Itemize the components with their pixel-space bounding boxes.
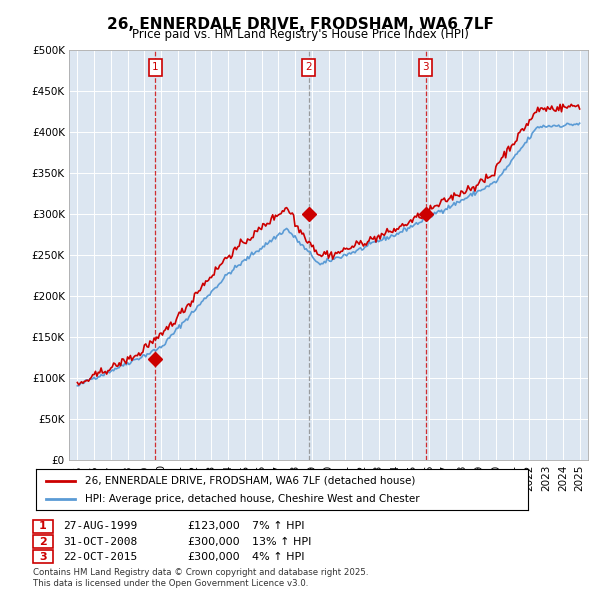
Text: 1: 1 — [39, 522, 47, 531]
Text: 22-OCT-2015: 22-OCT-2015 — [63, 552, 137, 562]
Text: 1: 1 — [152, 63, 158, 73]
Text: 27-AUG-1999: 27-AUG-1999 — [63, 522, 137, 531]
Text: 2: 2 — [39, 537, 47, 546]
Text: 4% ↑ HPI: 4% ↑ HPI — [252, 552, 305, 562]
Text: Price paid vs. HM Land Registry's House Price Index (HPI): Price paid vs. HM Land Registry's House … — [131, 28, 469, 41]
Text: 3: 3 — [422, 63, 429, 73]
Text: 3: 3 — [39, 552, 47, 562]
Text: HPI: Average price, detached house, Cheshire West and Chester: HPI: Average price, detached house, Ches… — [85, 494, 420, 504]
Text: £300,000: £300,000 — [187, 537, 240, 546]
Text: 26, ENNERDALE DRIVE, FRODSHAM, WA6 7LF (detached house): 26, ENNERDALE DRIVE, FRODSHAM, WA6 7LF (… — [85, 476, 416, 486]
Text: 13% ↑ HPI: 13% ↑ HPI — [252, 537, 311, 546]
Text: £123,000: £123,000 — [187, 522, 240, 531]
Text: £300,000: £300,000 — [187, 552, 240, 562]
Text: 2: 2 — [305, 63, 312, 73]
Text: 31-OCT-2008: 31-OCT-2008 — [63, 537, 137, 546]
Text: Contains HM Land Registry data © Crown copyright and database right 2025.
This d: Contains HM Land Registry data © Crown c… — [33, 568, 368, 588]
Text: 7% ↑ HPI: 7% ↑ HPI — [252, 522, 305, 531]
Text: 26, ENNERDALE DRIVE, FRODSHAM, WA6 7LF: 26, ENNERDALE DRIVE, FRODSHAM, WA6 7LF — [107, 17, 493, 31]
